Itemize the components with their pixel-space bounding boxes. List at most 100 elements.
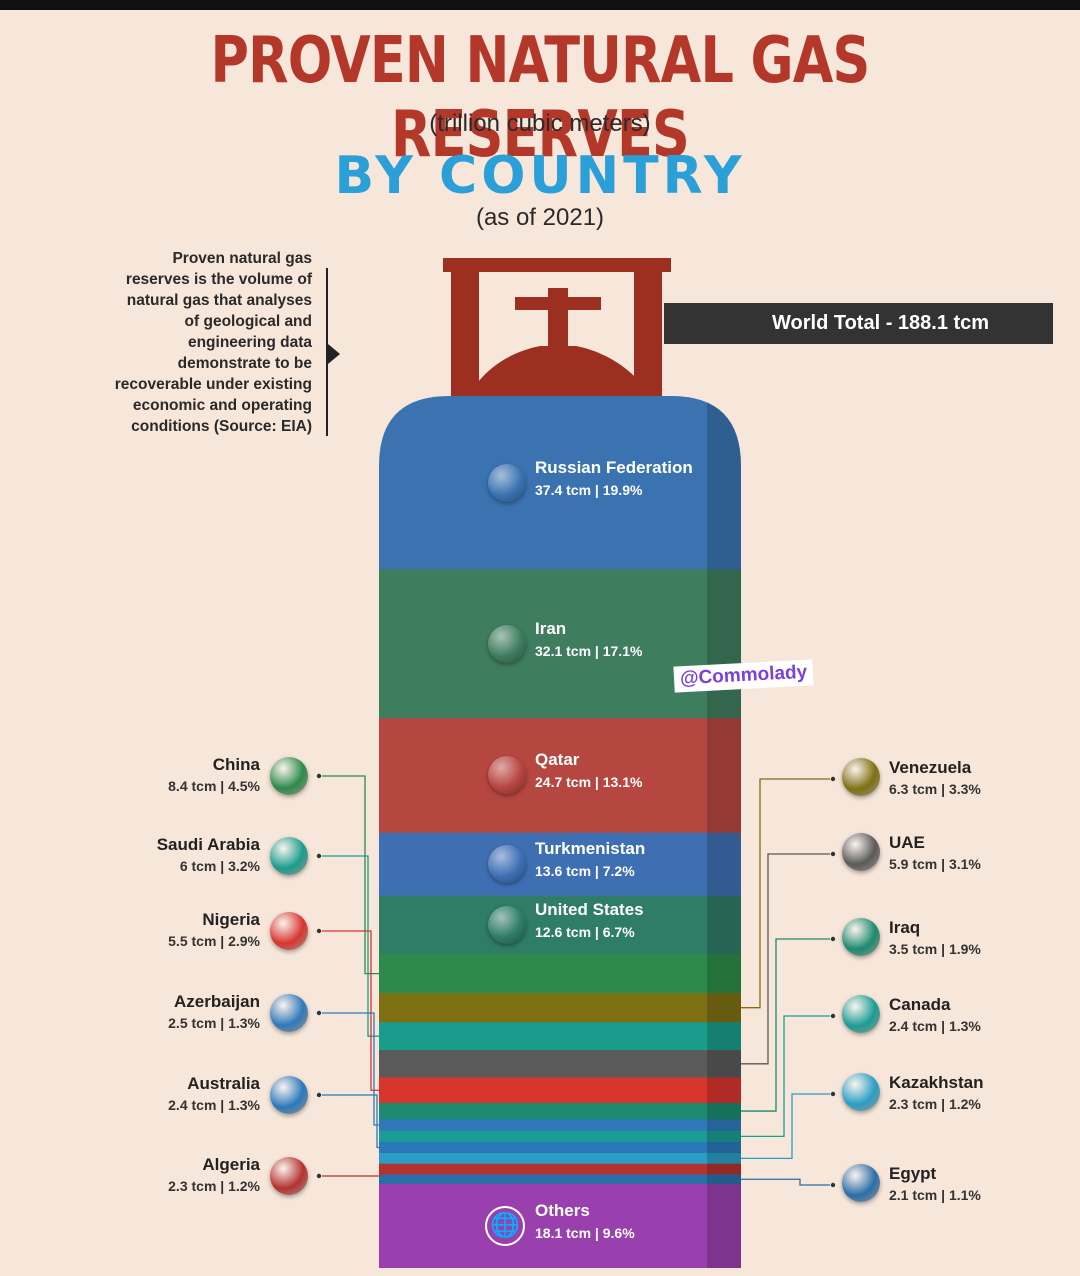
bar-china bbox=[379, 954, 741, 994]
value-saudi-arabia: 6 tcm | 3.2% bbox=[179, 858, 260, 874]
value-australia: 2.4 tcm | 1.3% bbox=[168, 1097, 260, 1113]
russian-federation-flag-icon bbox=[488, 463, 526, 502]
value-egypt: 2.1 tcm | 1.1% bbox=[889, 1187, 981, 1203]
leader-line-venezuela bbox=[741, 778, 830, 1009]
value-canada: 2.4 tcm | 1.3% bbox=[889, 1018, 981, 1034]
leader-line-egypt bbox=[741, 1178, 830, 1186]
leader-dot-venezuela bbox=[830, 776, 836, 782]
uae-flag-icon bbox=[842, 833, 880, 871]
leader-line-kazakhstan bbox=[741, 1093, 830, 1160]
united-states-flag-icon bbox=[488, 905, 526, 944]
label-uae: UAE bbox=[889, 833, 925, 852]
label-qatar: Qatar bbox=[535, 750, 580, 770]
leader-line-china bbox=[322, 775, 379, 975]
leader-line-australia bbox=[322, 1094, 379, 1149]
bar-iraq bbox=[379, 1103, 741, 1120]
value-qatar: 24.7 tcm | 13.1% bbox=[535, 774, 643, 791]
label-azerbaijan: Azerbaijan bbox=[174, 992, 260, 1011]
leader-line-nigeria bbox=[322, 930, 379, 1091]
label-kazakhstan: Kazakhstan bbox=[889, 1073, 984, 1092]
label-iraq: Iraq bbox=[889, 918, 921, 937]
label-russian-federation: Russian Federation bbox=[535, 457, 693, 477]
bar-uae bbox=[379, 1050, 741, 1079]
bar-canada bbox=[379, 1130, 741, 1143]
valve-base bbox=[478, 346, 640, 398]
bar-united-states bbox=[379, 895, 741, 955]
date-label: (as of 2021) bbox=[475, 204, 605, 231]
value-uae: 5.9 tcm | 3.1% bbox=[889, 856, 981, 872]
value-turkmenistan: 13.6 tcm | 7.2% bbox=[535, 863, 635, 880]
bar-algeria bbox=[379, 1163, 741, 1175]
valve-right-post bbox=[634, 258, 662, 398]
valve-left-post bbox=[451, 258, 479, 398]
label-australia: Australia bbox=[187, 1074, 260, 1093]
leader-line-iraq bbox=[741, 938, 830, 1112]
leader-dot-saudi-arabia bbox=[316, 853, 322, 859]
label-united-states: United States bbox=[535, 899, 644, 919]
leader-dot-china bbox=[316, 773, 322, 779]
algeria-flag-icon bbox=[270, 1157, 308, 1195]
definition-note: Proven natural gas reserves is the volum… bbox=[114, 250, 312, 435]
top-border bbox=[0, 0, 1080, 10]
leader-dot-azerbaijan bbox=[316, 1010, 322, 1016]
qatar-flag-icon bbox=[488, 756, 526, 795]
bar-nigeria bbox=[379, 1077, 741, 1104]
value-others: 18.1 tcm | 9.6% bbox=[535, 1225, 635, 1242]
label-egypt: Egypt bbox=[889, 1164, 937, 1183]
bar-azerbaijan bbox=[379, 1119, 741, 1132]
label-saudi-arabia: Saudi Arabia bbox=[156, 835, 260, 854]
value-china: 8.4 tcm | 4.5% bbox=[168, 778, 260, 794]
leader-dot-australia bbox=[316, 1092, 322, 1098]
value-united-states: 12.6 tcm | 6.7% bbox=[535, 923, 635, 940]
azerbaijan-flag-icon bbox=[270, 994, 308, 1032]
bar-qatar bbox=[379, 718, 741, 834]
saudi-arabia-flag-icon bbox=[270, 837, 308, 875]
globe-icon: 🌐 bbox=[485, 1206, 525, 1247]
valve-stem bbox=[548, 288, 568, 350]
leader-dot-iraq bbox=[830, 936, 836, 942]
unit-label: (trillion cubic meters) bbox=[429, 110, 651, 137]
chart-title: PROVEN NATURAL GAS RESERVES bbox=[210, 24, 870, 172]
label-others: Others bbox=[535, 1201, 590, 1221]
china-flag-icon bbox=[270, 757, 308, 795]
value-iran: 32.1 tcm | 17.1% bbox=[535, 642, 643, 659]
iran-flag-icon bbox=[488, 624, 526, 663]
bar-others bbox=[379, 1184, 741, 1268]
australia-flag-icon bbox=[270, 1076, 308, 1114]
label-venezuela: Venezuela bbox=[889, 758, 972, 777]
egypt-flag-icon bbox=[842, 1164, 880, 1202]
leader-line-canada bbox=[741, 1015, 830, 1137]
bar-kazakhstan bbox=[379, 1153, 741, 1165]
kazakhstan-flag-icon bbox=[842, 1073, 880, 1111]
note-divider bbox=[326, 268, 328, 436]
iraq-flag-icon bbox=[842, 918, 880, 956]
label-china: China bbox=[212, 755, 260, 774]
bar-russian-federation bbox=[379, 396, 741, 570]
bar-venezuela bbox=[379, 993, 741, 1023]
bar-iran bbox=[379, 569, 741, 719]
turkmenistan-flag-icon bbox=[488, 845, 526, 884]
label-turkmenistan: Turkmenistan bbox=[535, 839, 646, 859]
value-iraq: 3.5 tcm | 1.9% bbox=[889, 941, 981, 957]
bar-australia bbox=[379, 1141, 741, 1154]
label-canada: Canada bbox=[889, 995, 951, 1014]
label-algeria: Algeria bbox=[202, 1155, 260, 1174]
value-azerbaijan: 2.5 tcm | 1.3% bbox=[168, 1015, 260, 1031]
value-russian-federation: 37.4 tcm | 19.9% bbox=[535, 481, 643, 498]
leader-dot-algeria bbox=[316, 1173, 322, 1179]
value-nigeria: 5.5 tcm | 2.9% bbox=[168, 933, 260, 949]
value-kazakhstan: 2.3 tcm | 1.2% bbox=[889, 1096, 981, 1112]
chart-subtitle: BY COUNTRY bbox=[334, 146, 746, 206]
value-algeria: 2.3 tcm | 1.2% bbox=[168, 1178, 260, 1194]
valve-top-bar bbox=[443, 258, 671, 272]
venezuela-flag-icon bbox=[842, 758, 880, 796]
note-pointer bbox=[328, 344, 340, 364]
leader-dot-egypt bbox=[830, 1182, 836, 1188]
label-iran: Iran bbox=[535, 618, 567, 638]
leader-line-uae bbox=[741, 853, 830, 1065]
leader-dot-kazakhstan bbox=[830, 1091, 836, 1097]
label-nigeria: Nigeria bbox=[202, 910, 260, 929]
world-total-banner: World Total - 188.1 tcm bbox=[664, 303, 1053, 344]
leader-dot-uae bbox=[830, 851, 836, 857]
